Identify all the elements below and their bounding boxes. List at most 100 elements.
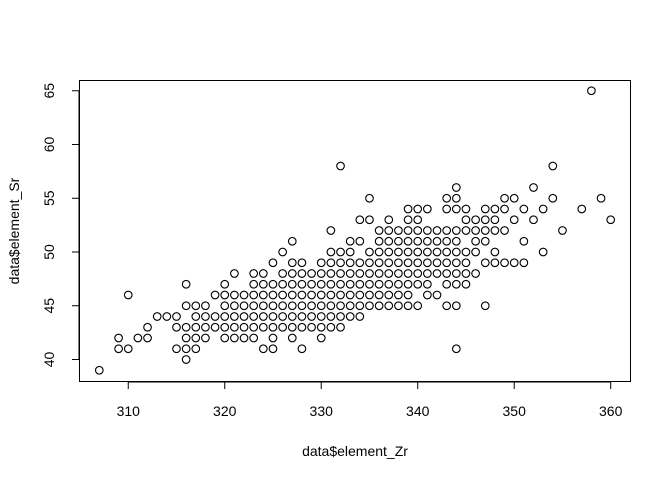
y-tick-label: 50 <box>41 244 57 260</box>
data-point <box>316 258 326 268</box>
data-point <box>461 204 471 214</box>
data-point <box>480 301 490 311</box>
data-point <box>365 279 374 289</box>
x-tick-label: 360 <box>599 403 623 419</box>
data-point <box>307 301 316 311</box>
data-point <box>345 247 355 257</box>
data-point <box>172 322 181 332</box>
data-point <box>423 247 432 257</box>
data-point <box>249 322 259 332</box>
data-point <box>297 344 307 354</box>
data-point <box>297 290 307 300</box>
data-point <box>490 258 500 268</box>
data-point <box>220 301 230 311</box>
y-axis-title: data$element_Sr <box>6 177 22 284</box>
data-point <box>374 301 384 311</box>
data-point <box>345 290 355 300</box>
data-point <box>490 204 500 214</box>
data-point <box>249 269 259 278</box>
data-point <box>114 344 123 354</box>
data-point <box>432 258 442 268</box>
data-point <box>268 333 278 343</box>
data-point <box>268 322 278 332</box>
data-point <box>374 269 384 278</box>
data-point <box>143 333 152 343</box>
data-point <box>471 269 480 278</box>
data-point <box>220 322 230 332</box>
data-points <box>94 86 616 375</box>
data-point <box>384 279 394 289</box>
data-point <box>239 333 249 343</box>
data-point <box>201 333 210 343</box>
data-point <box>336 247 345 257</box>
data-point <box>490 226 500 235</box>
y-axis: 40 45 50 55 60 65 <box>41 83 80 368</box>
data-point <box>316 269 326 278</box>
data-point <box>374 247 384 257</box>
data-point <box>210 290 220 300</box>
data-point <box>365 269 374 278</box>
data-point <box>355 258 365 268</box>
data-point <box>297 269 307 278</box>
data-point <box>355 215 365 225</box>
data-point <box>268 279 278 289</box>
data-point <box>181 279 191 289</box>
data-point <box>181 355 191 364</box>
data-point <box>287 236 297 246</box>
data-point <box>287 301 297 311</box>
data-point <box>451 258 461 268</box>
data-point <box>278 279 287 289</box>
data-point <box>480 204 490 214</box>
data-point <box>249 290 259 300</box>
data-point <box>249 279 259 289</box>
data-point <box>461 258 471 268</box>
data-point <box>500 193 509 203</box>
data-point <box>442 258 452 268</box>
data-point <box>230 312 239 321</box>
data-point <box>423 279 432 289</box>
data-point <box>181 333 191 343</box>
data-point <box>297 312 307 321</box>
data-point <box>451 301 461 311</box>
data-point <box>191 301 201 311</box>
data-point <box>423 226 432 235</box>
data-point <box>316 290 326 300</box>
data-point <box>336 258 345 268</box>
data-point <box>94 365 104 375</box>
data-point <box>230 301 239 311</box>
data-point <box>123 290 133 300</box>
x-tick-label: 340 <box>406 403 430 419</box>
data-point <box>258 322 268 332</box>
data-point <box>336 301 345 311</box>
data-point <box>326 279 336 289</box>
data-point <box>191 322 201 332</box>
data-point <box>297 279 307 289</box>
data-point <box>365 215 374 225</box>
data-point <box>529 215 538 225</box>
data-point <box>258 301 268 311</box>
data-point <box>606 215 616 225</box>
data-point <box>181 322 191 332</box>
data-point <box>384 301 394 311</box>
data-point <box>394 258 403 268</box>
data-point <box>345 236 355 246</box>
data-point <box>423 290 432 300</box>
y-tick-label: 40 <box>41 352 57 368</box>
data-point <box>365 301 374 311</box>
data-point <box>258 344 268 354</box>
data-point <box>230 333 239 343</box>
data-point <box>316 279 326 289</box>
data-point <box>423 258 432 268</box>
data-point <box>297 258 307 268</box>
data-point <box>451 269 461 278</box>
data-point <box>239 322 249 332</box>
data-point <box>509 193 519 203</box>
data-point <box>519 204 529 214</box>
data-point <box>239 312 249 321</box>
data-point <box>307 269 316 278</box>
x-tick-label: 320 <box>213 403 237 419</box>
x-tick-label: 330 <box>310 403 334 419</box>
data-point <box>355 236 365 246</box>
data-point <box>538 247 548 257</box>
